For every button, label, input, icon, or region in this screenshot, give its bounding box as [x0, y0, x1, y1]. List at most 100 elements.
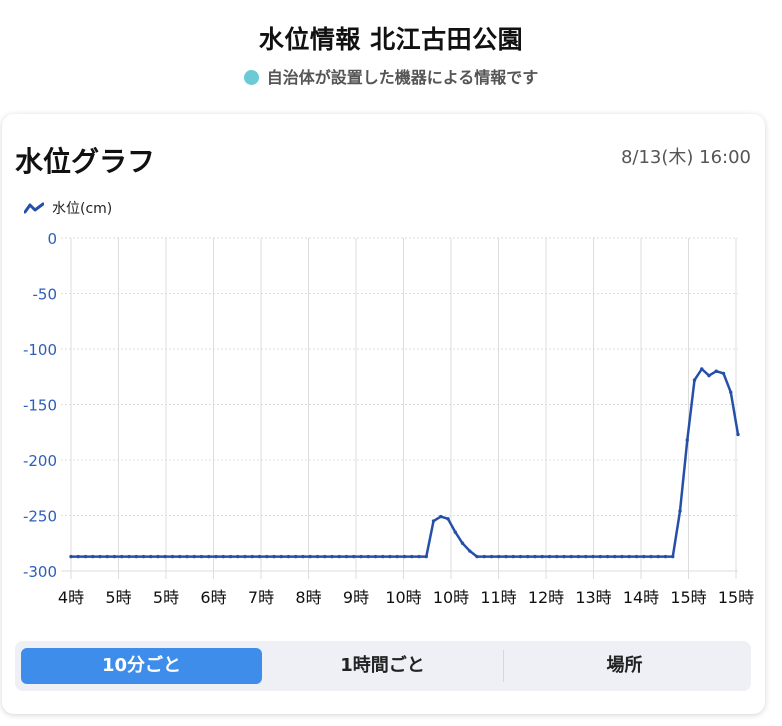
- data-point[interactable]: [214, 554, 218, 559]
- data-point[interactable]: [482, 554, 486, 559]
- data-point[interactable]: [446, 517, 450, 521]
- data-point[interactable]: [286, 554, 291, 559]
- card-timestamp: 8/13(木) 16:00: [620, 147, 751, 168]
- data-point[interactable]: [221, 554, 225, 559]
- data-point[interactable]: [649, 554, 653, 559]
- data-point[interactable]: [301, 554, 305, 559]
- data-point[interactable]: [359, 554, 363, 559]
- tab-location[interactable]: 場所: [606, 655, 643, 676]
- data-point[interactable]: [323, 554, 327, 559]
- data-point[interactable]: [366, 554, 370, 559]
- data-point[interactable]: [236, 554, 240, 559]
- data-point[interactable]: [540, 554, 544, 559]
- data-point[interactable]: [228, 554, 233, 559]
- data-point[interactable]: [569, 554, 573, 559]
- data-point[interactable]: [395, 554, 399, 559]
- data-point[interactable]: [127, 554, 131, 559]
- data-point[interactable]: [620, 554, 624, 559]
- data-point[interactable]: [533, 554, 537, 559]
- data-point[interactable]: [511, 554, 515, 559]
- data-point[interactable]: [98, 554, 102, 559]
- data-point[interactable]: [453, 530, 457, 534]
- data-point[interactable]: [134, 554, 138, 559]
- data-point[interactable]: [547, 554, 552, 559]
- data-point[interactable]: [76, 554, 80, 559]
- data-point[interactable]: [613, 554, 617, 559]
- data-point[interactable]: [692, 378, 697, 382]
- data-point[interactable]: [671, 554, 675, 559]
- data-point[interactable]: [141, 554, 146, 559]
- data-point[interactable]: [243, 554, 247, 559]
- data-point[interactable]: [526, 554, 530, 559]
- data-point[interactable]: [344, 554, 349, 559]
- page-title: 水位情報 北江古田公園: [258, 25, 524, 54]
- data-point[interactable]: [605, 554, 610, 559]
- data-point[interactable]: [562, 554, 566, 559]
- data-point[interactable]: [707, 373, 711, 378]
- data-point[interactable]: [199, 554, 204, 559]
- data-point[interactable]: [627, 554, 631, 559]
- data-point[interactable]: [250, 554, 254, 559]
- data-point[interactable]: [663, 554, 668, 559]
- data-point[interactable]: [439, 514, 443, 519]
- data-point[interactable]: [192, 554, 196, 559]
- data-point[interactable]: [294, 554, 298, 559]
- data-point[interactable]: [330, 554, 334, 559]
- data-point[interactable]: [504, 554, 508, 559]
- x-tick-label: 5時: [153, 588, 179, 607]
- data-point[interactable]: [105, 554, 109, 559]
- data-point[interactable]: [634, 554, 639, 559]
- data-point[interactable]: [555, 554, 559, 559]
- data-point[interactable]: [598, 554, 602, 559]
- data-point[interactable]: [185, 554, 189, 559]
- data-point[interactable]: [489, 554, 494, 559]
- data-point[interactable]: [352, 554, 356, 559]
- chart-legend[interactable]: 水位(cm): [24, 198, 112, 218]
- data-point[interactable]: [721, 371, 726, 376]
- data-point[interactable]: [497, 554, 501, 559]
- tab-1hour[interactable]: 1時間ごと: [340, 655, 425, 676]
- data-point[interactable]: [373, 554, 378, 559]
- data-point[interactable]: [736, 432, 740, 437]
- data-point[interactable]: [714, 369, 718, 373]
- data-point[interactable]: [410, 554, 414, 559]
- data-point[interactable]: [170, 554, 175, 559]
- data-point[interactable]: [591, 554, 595, 559]
- data-point[interactable]: [120, 554, 124, 559]
- data-point[interactable]: [207, 554, 211, 559]
- data-point[interactable]: [91, 554, 95, 559]
- data-point[interactable]: [178, 554, 182, 559]
- tab-10min[interactable]: 10分ごと: [21, 648, 262, 684]
- data-point[interactable]: [729, 390, 733, 394]
- data-point[interactable]: [83, 554, 88, 559]
- data-point[interactable]: [460, 541, 465, 545]
- data-point[interactable]: [475, 554, 479, 559]
- data-point[interactable]: [257, 554, 262, 559]
- data-point[interactable]: [584, 554, 588, 559]
- data-point[interactable]: [308, 554, 312, 559]
- data-point[interactable]: [112, 554, 117, 559]
- data-point[interactable]: [431, 519, 436, 523]
- data-point[interactable]: [337, 554, 341, 559]
- data-point[interactable]: [518, 554, 523, 559]
- data-point[interactable]: [642, 554, 646, 559]
- data-point[interactable]: [69, 554, 73, 559]
- data-point[interactable]: [417, 554, 421, 559]
- data-point[interactable]: [656, 554, 660, 559]
- data-point[interactable]: [402, 554, 407, 559]
- data-point[interactable]: [163, 554, 167, 559]
- data-point[interactable]: [685, 438, 689, 442]
- data-point[interactable]: [156, 554, 160, 559]
- data-point[interactable]: [468, 549, 472, 553]
- data-point[interactable]: [315, 554, 320, 559]
- data-point[interactable]: [272, 554, 276, 559]
- data-point[interactable]: [279, 554, 283, 559]
- data-point[interactable]: [265, 554, 269, 559]
- data-point[interactable]: [149, 554, 153, 559]
- data-point[interactable]: [388, 554, 392, 559]
- data-point[interactable]: [678, 509, 682, 513]
- data-point[interactable]: [381, 554, 385, 559]
- data-point[interactable]: [700, 367, 704, 371]
- data-point[interactable]: [424, 554, 428, 559]
- data-point[interactable]: [576, 554, 581, 559]
